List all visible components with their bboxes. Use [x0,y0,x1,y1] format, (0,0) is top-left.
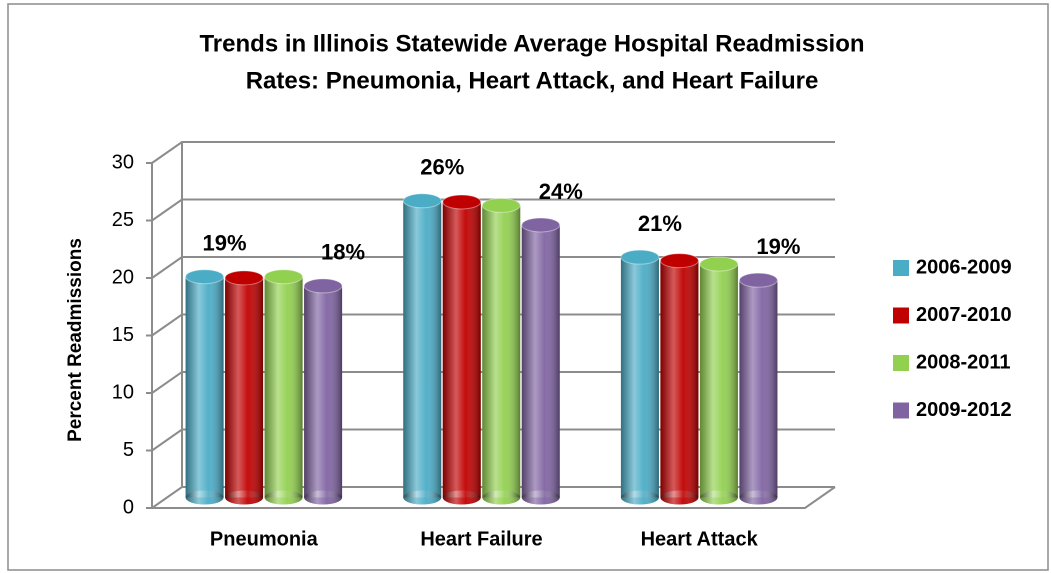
bar-shade-base [442,490,481,505]
bar-top [738,272,778,288]
bar-shade [225,277,264,498]
legend-label: 2008-2011 [916,351,1011,373]
bar-shade-base [521,490,560,505]
bar-shade [264,276,303,498]
bar-shade [699,264,738,498]
legend-swatch [893,355,909,371]
y-tick-label: 25 [112,209,134,231]
bar-top [303,278,343,294]
bar-shade [403,200,442,498]
legend-label: 2009-2012 [916,399,1012,421]
value-label: 21% [638,211,682,236]
grid-line [151,256,835,279]
chart-title: Rates: Pneumonia, Heart Attack, and Hear… [246,67,819,94]
floor [152,486,836,509]
bar-shade [304,285,343,498]
bar-shade [660,260,699,498]
x-tick-label: Pneumonia [210,528,319,550]
bar-shade [521,224,560,498]
y-tick-label: 10 [112,381,134,403]
bar-top [699,256,739,272]
chart-title: Trends in Illinois Statewide Average Hos… [199,30,864,57]
bar-shade-base [482,490,521,505]
grid-line [151,198,835,222]
bar-shade [739,280,778,498]
legend-swatch [893,307,909,324]
bar-top [185,269,225,285]
bar-shade-base [739,490,778,505]
y-tick-label: 15 [112,324,134,346]
bar-shade [442,201,481,498]
legend-swatch [893,402,909,419]
value-label: 19% [756,234,800,259]
y-tick-label: 0 [123,496,134,518]
bar-shade-base [264,490,303,505]
value-label: 19% [203,231,247,256]
bar-shade-base [403,490,442,505]
bar-top [521,217,561,233]
bar-shade-base [699,490,738,505]
legend-label: 2006-2009 [916,256,1012,278]
grid-line [151,313,835,337]
bar-shade-base [185,490,224,505]
bar-top [402,193,442,209]
y-axis-title: Percent Readmissions [65,238,86,442]
legend-label: 2007-2010 [916,304,1012,326]
grid-line [151,371,835,394]
bar-top [442,194,482,210]
bar-top [620,249,660,265]
grid-line [151,141,835,164]
bar-shade [185,276,224,498]
bar-shade-base [660,490,699,505]
value-label: 26% [420,155,464,180]
bar-shade-base [620,490,659,505]
grid-line [151,486,835,509]
x-tick-label: Heart Failure [420,528,542,550]
bar-shade-base [225,490,264,505]
bar-top [481,197,521,213]
value-label: 24% [539,179,583,204]
grid-line [151,428,835,452]
legend-swatch [893,260,909,276]
bar-top [659,253,699,269]
y-tick-label: 30 [112,151,134,173]
bar-top [264,269,304,285]
value-label: 18% [321,240,365,265]
bar-shade [482,205,521,498]
bar-top [224,270,264,286]
bar-shade [620,257,659,498]
x-tick-label: Heart Attack [641,528,759,550]
bar-shade-base [304,490,343,505]
y-tick-label: 20 [112,266,134,288]
y-tick-label: 5 [123,439,134,461]
